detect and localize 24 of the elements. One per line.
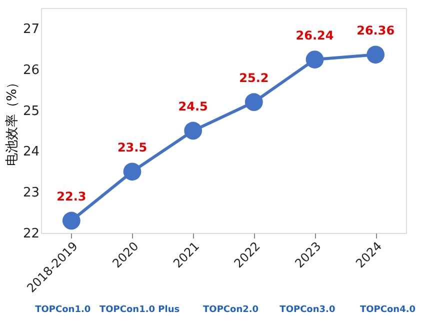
point — [244, 93, 263, 112]
point — [62, 212, 80, 230]
text: TOPCon2.0 — [203, 305, 259, 315]
data-label: 22.3 — [56, 190, 86, 204]
y-tick-label: 24 — [22, 144, 40, 160]
y-axis-title: 电池效率（%） — [4, 76, 20, 166]
data-label: 26.36 — [356, 24, 395, 38]
y-tick-label: 27 — [22, 22, 40, 37]
point — [123, 162, 142, 181]
y-tick-label: 22 — [22, 226, 40, 242]
y-tick-label: 26 — [22, 62, 40, 78]
text: TOPCon1.0 Plus — [99, 305, 180, 315]
y-tick-label: 23 — [22, 186, 40, 201]
point — [366, 46, 385, 64]
point — [184, 122, 202, 140]
data-label: 23.5 — [117, 140, 148, 155]
text: TOPCon1.0 — [35, 305, 91, 315]
y-tick-label: 25 — [22, 104, 40, 119]
data-label: 24.5 — [178, 100, 208, 114]
data-label: 25.2 — [239, 71, 269, 86]
text: TOPCon3.0 — [280, 305, 336, 315]
data-label: 26.24 — [296, 28, 334, 43]
point — [306, 50, 324, 68]
text: TOPCon4.0 — [360, 305, 416, 315]
